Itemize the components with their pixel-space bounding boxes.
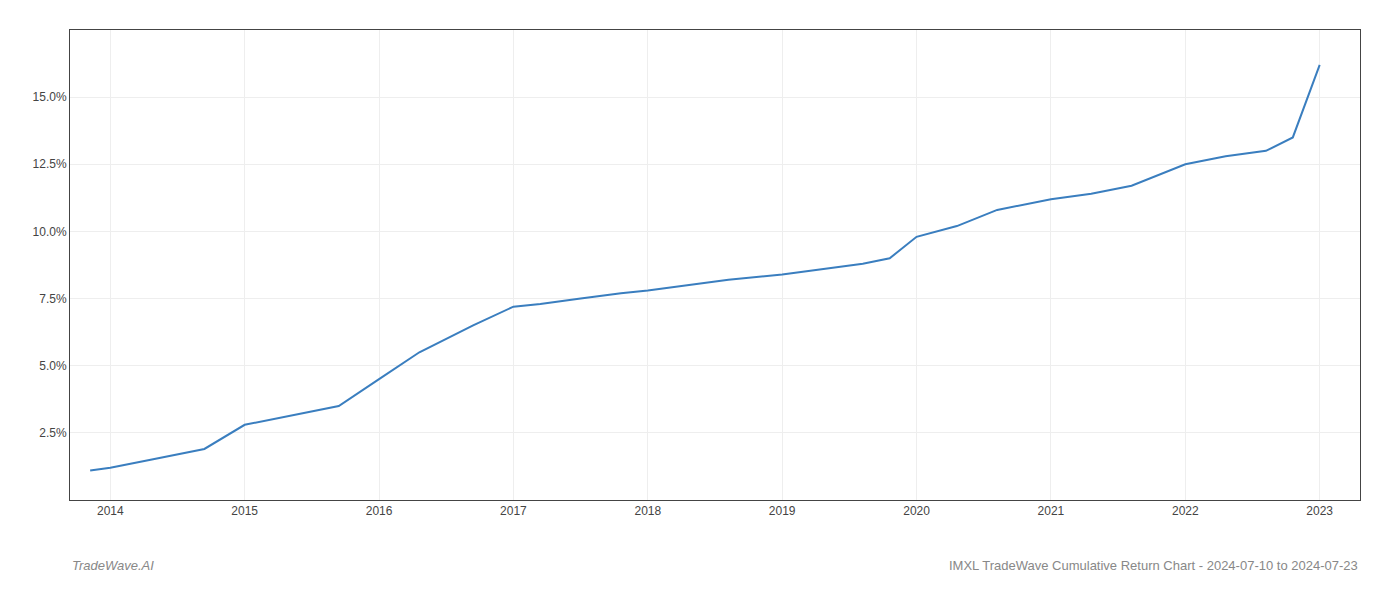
svg-text:7.5%: 7.5% xyxy=(39,292,67,306)
svg-text:TradeWave.AI: TradeWave.AI xyxy=(72,558,154,573)
svg-text:15.0%: 15.0% xyxy=(33,90,67,104)
svg-text:2017: 2017 xyxy=(500,504,527,518)
svg-text:2020: 2020 xyxy=(903,504,930,518)
svg-text:5.0%: 5.0% xyxy=(39,359,67,373)
svg-text:2021: 2021 xyxy=(1038,504,1065,518)
svg-text:2015: 2015 xyxy=(231,504,258,518)
svg-text:2014: 2014 xyxy=(97,504,124,518)
svg-text:12.5%: 12.5% xyxy=(33,157,67,171)
svg-text:2023: 2023 xyxy=(1306,504,1333,518)
svg-text:2019: 2019 xyxy=(769,504,796,518)
svg-text:IMXL TradeWave Cumulative Retu: IMXL TradeWave Cumulative Return Chart -… xyxy=(949,558,1358,573)
svg-text:2016: 2016 xyxy=(366,504,393,518)
svg-text:2.5%: 2.5% xyxy=(39,426,67,440)
svg-text:10.0%: 10.0% xyxy=(33,225,67,239)
svg-text:2022: 2022 xyxy=(1172,504,1199,518)
svg-text:2018: 2018 xyxy=(634,504,661,518)
